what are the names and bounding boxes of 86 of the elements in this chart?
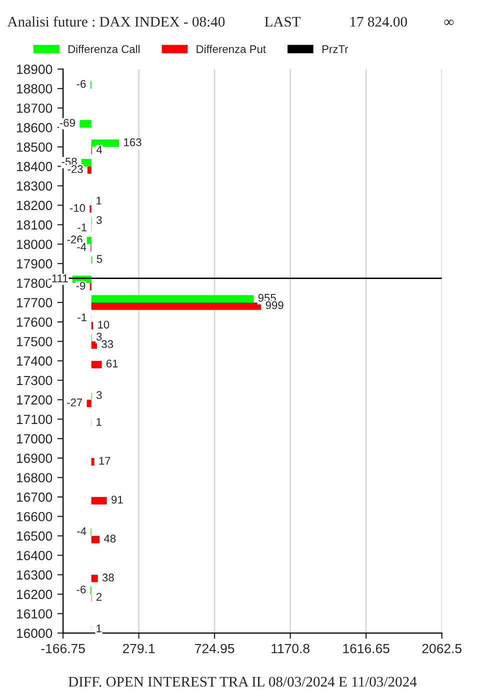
y-tick-label: 18700: [16, 104, 52, 113]
y-tick-label: 16200: [16, 590, 52, 600]
x-tick-label: 2062.5: [422, 644, 462, 654]
x-axis-title: DIFF. OPEN INTEREST TRA IL 08/03/2024 E 11/03/2024: [68, 676, 417, 687]
data-label: 1: [96, 418, 102, 426]
data-label: -23: [68, 165, 83, 174]
y-tick-label: 16500: [16, 531, 52, 541]
bar: [82, 158, 92, 166]
y-tick-label: 16600: [16, 512, 52, 522]
y-tick-label: 16100: [16, 609, 52, 619]
bar: [91, 574, 98, 582]
y-tick-label: 18400: [16, 162, 52, 172]
chart-title: Analisi future : DAX INDEX - 08:40: [7, 16, 225, 27]
data-label: -4: [77, 527, 86, 536]
y-tick-label: 18000: [16, 240, 52, 250]
text: 17 824.00: [350, 16, 407, 27]
data-label: 48: [104, 534, 116, 543]
y-tick-label: 16400: [16, 550, 52, 560]
data-label: 33: [102, 340, 114, 348]
x-tick-label: -166.75: [41, 644, 85, 654]
y-tick-label: 16700: [16, 492, 52, 502]
bar: [91, 140, 120, 147]
legend-label: Differenza Put: [196, 44, 266, 54]
y-tick-label: 17500: [16, 336, 52, 346]
bar: [87, 166, 92, 174]
x-tick-label: 1616.65: [343, 644, 390, 654]
data-label: -6: [76, 586, 86, 594]
data-label: 999: [266, 301, 284, 310]
legend-label: Differenza Call: [68, 44, 140, 54]
data-label: 3: [96, 391, 102, 399]
bar: [91, 536, 100, 544]
y-tick-label: 18300: [16, 181, 52, 191]
y-tick-label: 16800: [16, 473, 52, 482]
data-label: 10: [98, 320, 110, 329]
data-label: -4: [77, 243, 86, 251]
bar: [80, 120, 92, 128]
bar: [91, 458, 94, 466]
data-label: 91: [112, 496, 123, 504]
bar: [86, 236, 92, 244]
y-tick-label: 17400: [16, 356, 52, 366]
data-label: -10: [70, 204, 86, 212]
data-label: 17: [99, 456, 110, 465]
y-tick-label: 17900: [16, 259, 52, 268]
y-tick-label: 17700: [16, 298, 52, 308]
data-label: -6: [76, 80, 86, 88]
y-tick-label: 17600: [16, 317, 52, 327]
y-tick-label: 18600: [16, 123, 52, 132]
y-tick-label: 16900: [16, 454, 52, 463]
data-label: 1: [96, 196, 102, 204]
bar: [91, 302, 262, 310]
bar: [91, 496, 107, 504]
data-label: -1: [78, 313, 87, 322]
x-tick-label: 724.95: [195, 644, 234, 654]
bar: [91, 360, 102, 368]
bar: [91, 295, 254, 302]
data-label: -9: [76, 282, 86, 290]
bar: [86, 400, 92, 408]
data-label: 1: [96, 624, 102, 632]
y-tick-label: 18200: [16, 200, 52, 210]
x-tick-label: 279.1: [122, 644, 155, 654]
data-label: 4: [96, 146, 102, 154]
data-label: -1: [78, 224, 87, 232]
data-label: 61: [106, 360, 118, 368]
data-label: 38: [102, 574, 114, 582]
y-tick-label: 18900: [16, 64, 52, 74]
text: LAST: [264, 16, 301, 27]
data-label: 3: [96, 332, 102, 341]
data-label: 3: [96, 216, 102, 224]
y-tick-label: 17300: [16, 376, 52, 386]
data-label: -27: [67, 398, 82, 406]
data-label: -69: [60, 118, 75, 127]
y-tick-label: 17000: [16, 434, 52, 444]
y-tick-label: 18800: [16, 84, 52, 94]
y-tick-label: 17200: [16, 395, 52, 405]
y-tick-label: 16000: [16, 628, 52, 638]
data-label: 5: [96, 255, 102, 263]
bar: [91, 341, 97, 349]
y-tick-label: 17100: [16, 414, 52, 424]
data-label: 2: [96, 593, 102, 601]
data-label: 163: [124, 138, 142, 146]
x-tick-label: 1170.8: [272, 644, 310, 654]
text: ∞: [444, 20, 454, 26]
y-tick-label: 16300: [16, 570, 52, 580]
y-tick-label: 18100: [16, 220, 52, 230]
y-tick-label: 18500: [16, 142, 52, 152]
legend-label: PrzTr: [322, 45, 348, 53]
